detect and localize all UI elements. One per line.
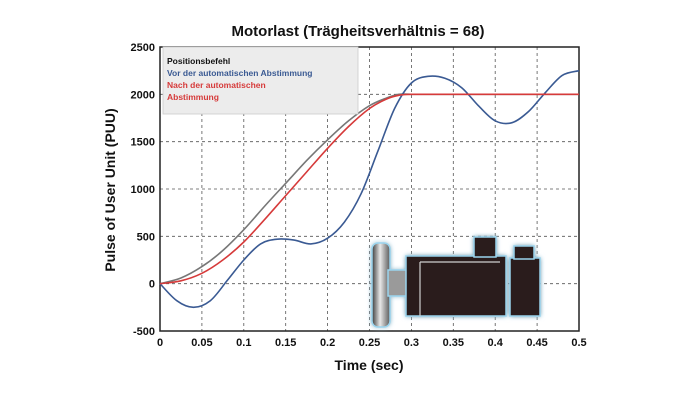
servo-motor-image: [371, 236, 541, 328]
y-tick-label: -500: [133, 326, 155, 338]
y-tick-label: 1000: [131, 184, 155, 196]
x-tick-label: 0.3: [404, 337, 419, 349]
y-tick-label: 2500: [131, 42, 155, 54]
x-tick-label: 0.05: [191, 337, 212, 349]
x-tick-label: 0.45: [526, 337, 547, 349]
chart-title: Motorlast (Trägheitsverhältnis = 68): [232, 23, 485, 40]
legend-label-command: Positionsbefehl: [167, 56, 230, 66]
y-tick-label: 500: [137, 231, 155, 243]
series-lines: [159, 69, 580, 309]
y-axis-ticks: 2500 2000 1500 1000 500 0 -500: [131, 42, 155, 338]
x-tick-label: 0: [157, 337, 163, 349]
series-line-nach-abstimmung: [159, 93, 579, 285]
x-tick-label: 0.5: [571, 337, 586, 349]
x-tick-label: 0.2: [320, 337, 335, 349]
x-axis-label: Time (sec): [335, 357, 404, 373]
legend-label-after-line-1: Nach der automatischen: [167, 80, 266, 90]
series-line-vor-abstimmung: [159, 69, 580, 309]
y-tick-label: 2000: [131, 89, 155, 101]
x-axis-ticks: 0 0.05 0.1 0.15 0.2 0.25 0.3 0.35 0.4 0.45 0.5: [157, 337, 587, 349]
legend-label-after-line-2: Abstimmung: [167, 92, 219, 102]
y-axis-label: Pulse of User Unit (PUU): [102, 108, 118, 271]
y-tick-label: 1500: [131, 137, 155, 149]
plot-frame: [159, 46, 580, 332]
legend: Positionsbefehl Vor der automatischen Ab…: [162, 46, 359, 115]
y-tick-label: 0: [149, 279, 155, 291]
x-tick-label: 0.4: [488, 337, 504, 349]
x-tick-label: 0.35: [443, 337, 464, 349]
x-tick-label: 0.25: [359, 337, 380, 349]
x-tick-label: 0.15: [275, 337, 296, 349]
legend-label-after: Nach der automatischen Abstimmung: [167, 80, 268, 102]
legend-box: [162, 46, 359, 115]
x-tick-label: 0.1: [236, 337, 251, 349]
legend-label-before: Vor der automatischen Abstimmung: [167, 68, 312, 78]
